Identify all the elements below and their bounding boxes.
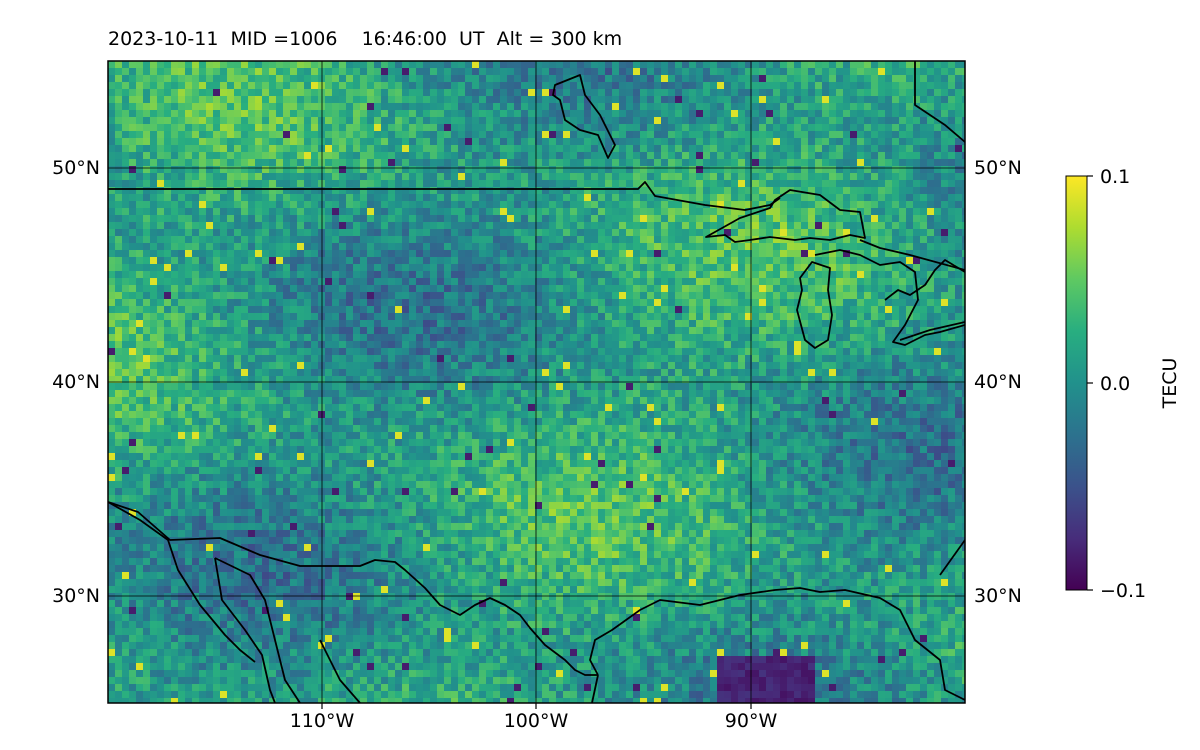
colorbar-gradient xyxy=(1065,175,1088,591)
colorbar-tick-label: −0.1 xyxy=(1100,580,1146,602)
lake-erie xyxy=(899,321,965,341)
gulf-of-california-west xyxy=(214,557,276,703)
lon-tick-label: 100°W xyxy=(504,710,569,732)
axis-ticks xyxy=(321,703,752,709)
colorbar-title: TECU xyxy=(1159,358,1181,410)
plot-title: 2023-10-11 MID =1006 16:46:00 UT Alt = 3… xyxy=(108,28,623,50)
colorbar: 0.1 0.0 −0.1 TECU xyxy=(1065,166,1181,602)
lon-tick-label: 90°W xyxy=(725,710,778,732)
lat-tick-label-left: 40°N xyxy=(52,371,100,393)
coastlines-borders xyxy=(108,61,965,703)
hudson-bay-east xyxy=(914,61,965,143)
lake-michigan xyxy=(814,249,965,346)
lake-huron-east xyxy=(884,259,965,301)
lat-tick-label-left: 50°N xyxy=(52,157,100,179)
lat-tick-label-right: 30°N xyxy=(974,585,1022,607)
lon-tick-label: 110°W xyxy=(290,710,355,732)
lat-tick-label-right: 40°N xyxy=(974,371,1022,393)
gulf-coast-west xyxy=(589,587,965,701)
lake-michigan-west xyxy=(796,261,833,349)
lake-superior xyxy=(705,189,866,243)
mexico-west-coast xyxy=(319,639,361,703)
lat-tick-label-right: 50°N xyxy=(974,157,1022,179)
hudson-bay-coast xyxy=(552,74,616,159)
lat-tick-label-left: 30°N xyxy=(52,585,100,607)
gulf-coast-east xyxy=(591,674,599,703)
us-mexico-border xyxy=(108,501,598,676)
colorbar-tick-label: 0.1 xyxy=(1100,166,1130,188)
map-gridlines xyxy=(108,61,965,703)
florida-coast xyxy=(939,539,965,576)
tec-heatmap xyxy=(108,61,965,703)
lake-huron xyxy=(859,239,965,271)
baja-coast xyxy=(108,501,256,663)
colorbar-tick-label: 0.0 xyxy=(1100,373,1130,395)
us-canada-border xyxy=(108,181,781,211)
gulf-of-california-east xyxy=(214,557,301,703)
